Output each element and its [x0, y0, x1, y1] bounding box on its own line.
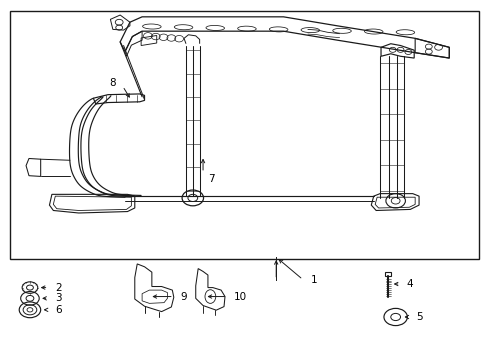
Bar — [10, 12, 478, 259]
Text: 7: 7 — [207, 174, 214, 184]
Text: 3: 3 — [55, 293, 61, 303]
Bar — [385, 272, 390, 276]
Text: 5: 5 — [416, 312, 423, 322]
Text: 1: 1 — [310, 275, 316, 285]
Text: 8: 8 — [109, 78, 116, 88]
Text: 9: 9 — [180, 292, 186, 302]
Text: 6: 6 — [55, 305, 61, 315]
Text: 4: 4 — [406, 279, 413, 289]
Text: 10: 10 — [233, 292, 246, 302]
Text: 2: 2 — [55, 283, 61, 293]
